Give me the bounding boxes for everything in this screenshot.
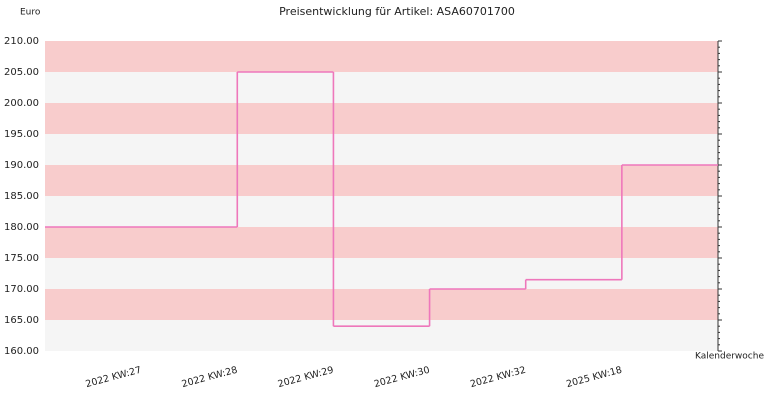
y-tick-label: 205.00 [4,67,39,78]
grid-band [45,165,718,196]
x-tick-label: 2022 KW:29 [277,365,335,390]
y-tick-label: 200.00 [4,98,39,109]
grid-band [45,227,718,258]
grid-band [45,258,718,289]
grid-band [45,72,718,103]
grid-band [45,134,718,165]
x-tick-label: 2022 KW:28 [181,365,239,390]
x-tick-label: 2022 KW:32 [469,365,527,390]
y-tick-label: 175.00 [4,253,39,264]
y-tick-label: 160.00 [4,346,39,357]
y-tick-label: 165.00 [4,315,39,326]
grid-band [45,289,718,320]
y-tick-label: 190.00 [4,160,39,171]
grid-band [45,41,718,72]
grid-band [45,103,718,134]
x-axis-label: Kalenderwoche [695,352,764,362]
y-tick-label: 180.00 [4,222,39,233]
x-tick-label: 2022 KW:27 [84,365,142,390]
y-tick-label: 185.00 [4,191,39,202]
y-axis-label: Euro [20,8,41,18]
x-tick-label: 2025 KW:18 [565,365,623,390]
y-tick-label: 195.00 [4,129,39,140]
y-tick-label: 210.00 [4,36,39,47]
grid-band [45,320,718,351]
x-tick-label: 2022 KW:30 [373,365,431,390]
chart-title: Preisentwicklung für Artikel: ASA6070170… [279,5,515,18]
y-tick-label: 170.00 [4,284,39,295]
grid-band [45,196,718,227]
